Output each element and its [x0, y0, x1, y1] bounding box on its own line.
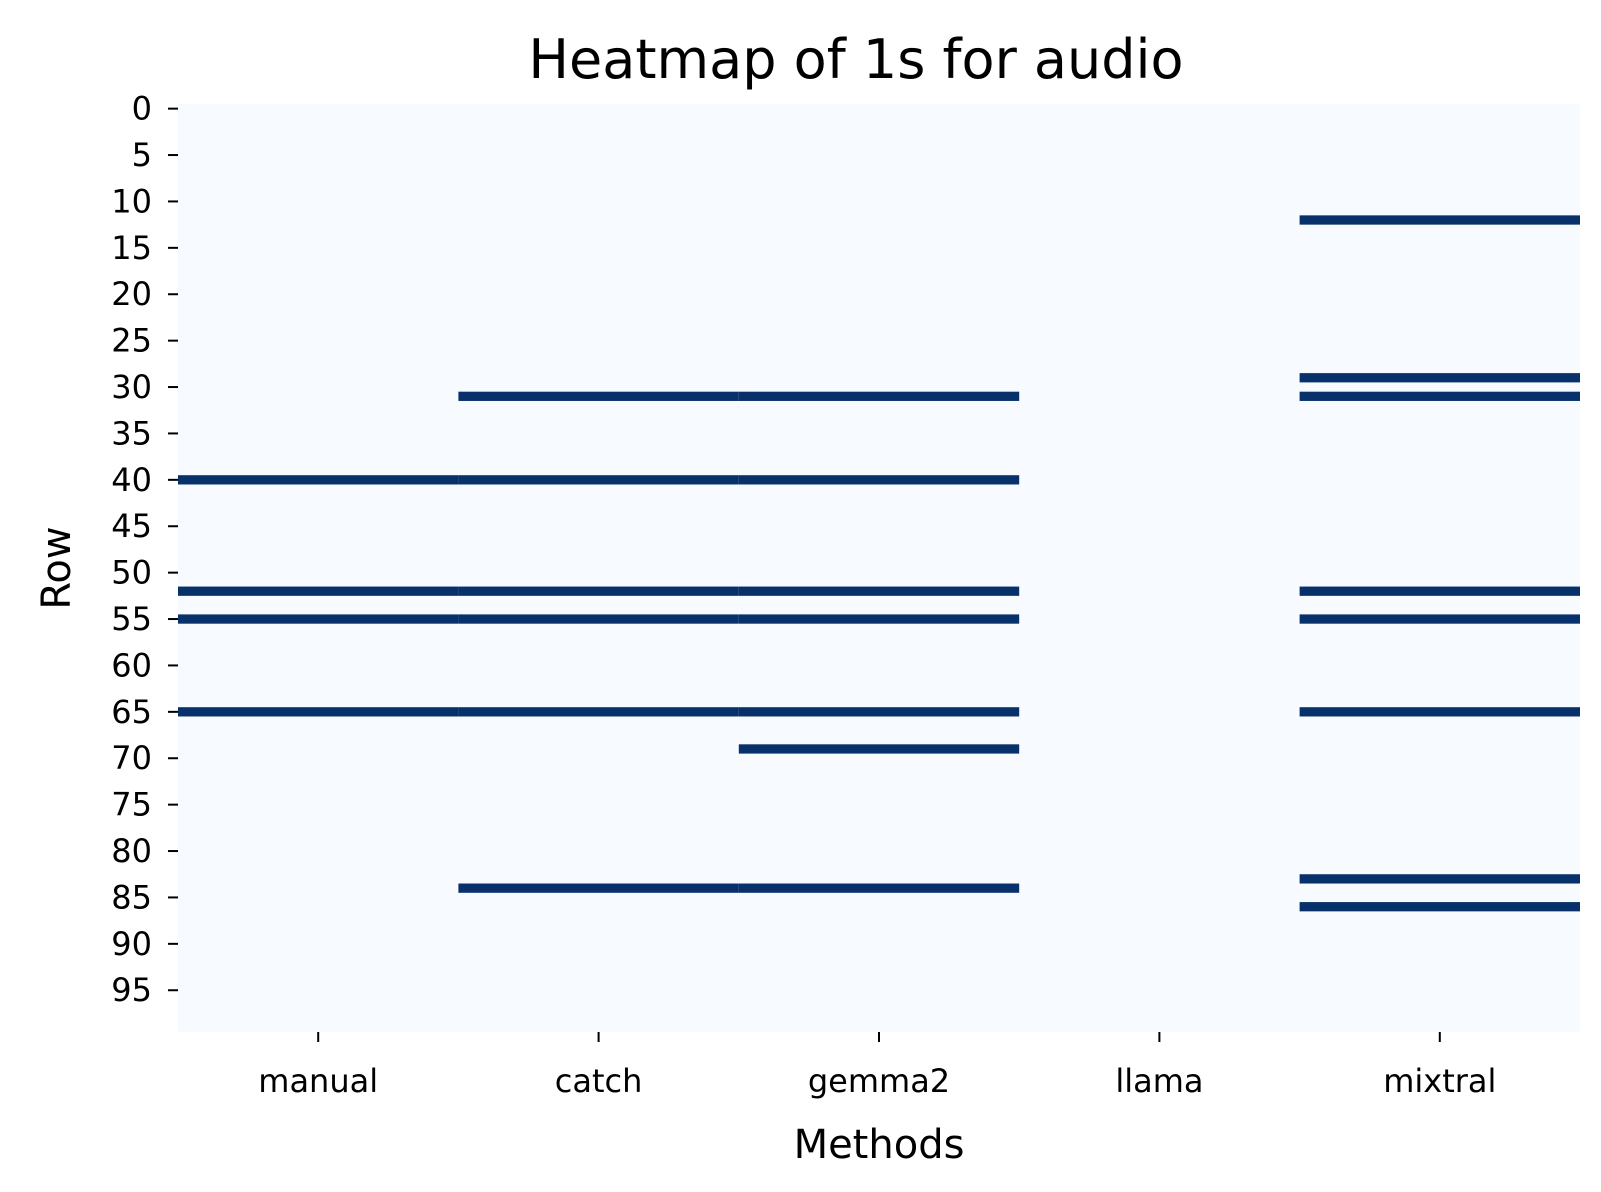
- heatmap-cell-gemma2-65: [738, 707, 1020, 717]
- heatmap-cell-mixtral-65: [1299, 707, 1580, 717]
- y-tick-label-65: 65: [111, 693, 152, 731]
- y-tick-label-45: 45: [111, 507, 152, 545]
- y-tick-label-0: 0: [132, 90, 152, 128]
- heatmap-cell-mixtral-86: [1299, 902, 1580, 912]
- heatmap-cell-catch-52: [458, 586, 739, 596]
- y-tick-label-60: 60: [111, 646, 152, 684]
- y-tick-label-40: 40: [111, 461, 152, 499]
- x-axis-label: Methods: [794, 1122, 965, 1168]
- heatmap-cells: [178, 215, 1580, 912]
- y-tick-label-80: 80: [111, 832, 152, 870]
- heatmap-cell-catch-40: [458, 475, 739, 485]
- heatmap-cell-mixtral-52: [1299, 586, 1580, 596]
- heatmap-cell-gemma2-55: [738, 614, 1020, 624]
- y-axis-ticks: 0 5 10 15 20 25 30 35 40 45 50 55 60 65 70 75 80 85 90 95: [111, 90, 178, 1009]
- heatmap-cell-manual-65: [178, 707, 459, 717]
- heatmap-cell-manual-40: [178, 475, 459, 485]
- heatmap-cell-catch-84: [458, 883, 739, 893]
- x-tick-label-manual: manual: [258, 1062, 378, 1100]
- y-tick-label-10: 10: [111, 182, 152, 220]
- y-tick-label-55: 55: [111, 600, 152, 638]
- y-tick-label-75: 75: [111, 786, 152, 824]
- y-tick-label-25: 25: [111, 322, 152, 360]
- heatmap-cell-gemma2-69: [738, 744, 1020, 754]
- y-tick-label-85: 85: [111, 878, 152, 916]
- y-tick-label-90: 90: [111, 925, 152, 963]
- heatmap-cell-mixtral-83: [1299, 874, 1580, 884]
- y-tick-label-35: 35: [111, 414, 152, 452]
- heatmap-cell-manual-55: [178, 614, 459, 624]
- y-tick-label-20: 20: [111, 275, 152, 313]
- heatmap-cell-gemma2-84: [738, 883, 1020, 893]
- heatmap-cell-catch-55: [458, 614, 739, 624]
- y-tick-label-5: 5: [132, 136, 152, 174]
- y-axis-label: Row: [34, 526, 80, 609]
- chart-title: Heatmap of 1s for audio: [528, 28, 1183, 91]
- heatmap-cell-manual-52: [178, 586, 459, 596]
- x-tick-label-catch: catch: [555, 1062, 643, 1100]
- x-tick-label-llama: llama: [1115, 1062, 1203, 1100]
- x-axis-ticks: manual catch gemma2 llama mixtral: [258, 1032, 1496, 1100]
- heatmap-cell-gemma2-31: [738, 391, 1020, 401]
- heatmap-cell-catch-31: [458, 391, 739, 401]
- heatmap-cell-mixtral-55: [1299, 614, 1580, 624]
- heatmap-cell-mixtral-29: [1299, 373, 1580, 383]
- heatmap-cell-gemma2-52: [738, 586, 1020, 596]
- y-tick-label-30: 30: [111, 368, 152, 406]
- x-tick-label-gemma2: gemma2: [808, 1062, 950, 1100]
- heatmap-cell-catch-65: [458, 707, 739, 717]
- y-tick-label-15: 15: [111, 229, 152, 267]
- y-tick-label-70: 70: [111, 739, 152, 777]
- heatmap-cell-mixtral-12: [1299, 215, 1580, 225]
- y-tick-label-50: 50: [111, 554, 152, 592]
- heatmap-cell-gemma2-40: [738, 475, 1020, 485]
- y-tick-label-95: 95: [111, 971, 152, 1009]
- x-tick-label-mixtral: mixtral: [1383, 1062, 1496, 1100]
- heatmap-cell-mixtral-31: [1299, 391, 1580, 401]
